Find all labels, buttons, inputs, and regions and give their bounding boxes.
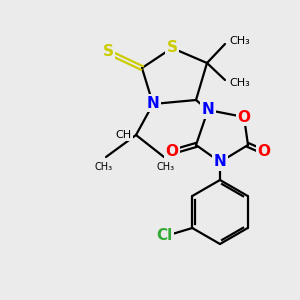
Text: CH₃: CH₃ (157, 162, 175, 172)
Text: CH₃: CH₃ (229, 36, 250, 46)
Text: CH₃: CH₃ (95, 162, 113, 172)
Text: CH: CH (116, 130, 132, 140)
Text: S: S (103, 44, 113, 59)
Text: N: N (147, 95, 159, 110)
Text: Cl: Cl (156, 229, 172, 244)
Text: O: O (257, 145, 271, 160)
Text: CH₃: CH₃ (229, 78, 250, 88)
Text: N: N (202, 103, 214, 118)
Text: N: N (214, 154, 226, 169)
Text: O: O (166, 145, 178, 160)
Text: S: S (167, 40, 178, 55)
Text: O: O (238, 110, 250, 124)
